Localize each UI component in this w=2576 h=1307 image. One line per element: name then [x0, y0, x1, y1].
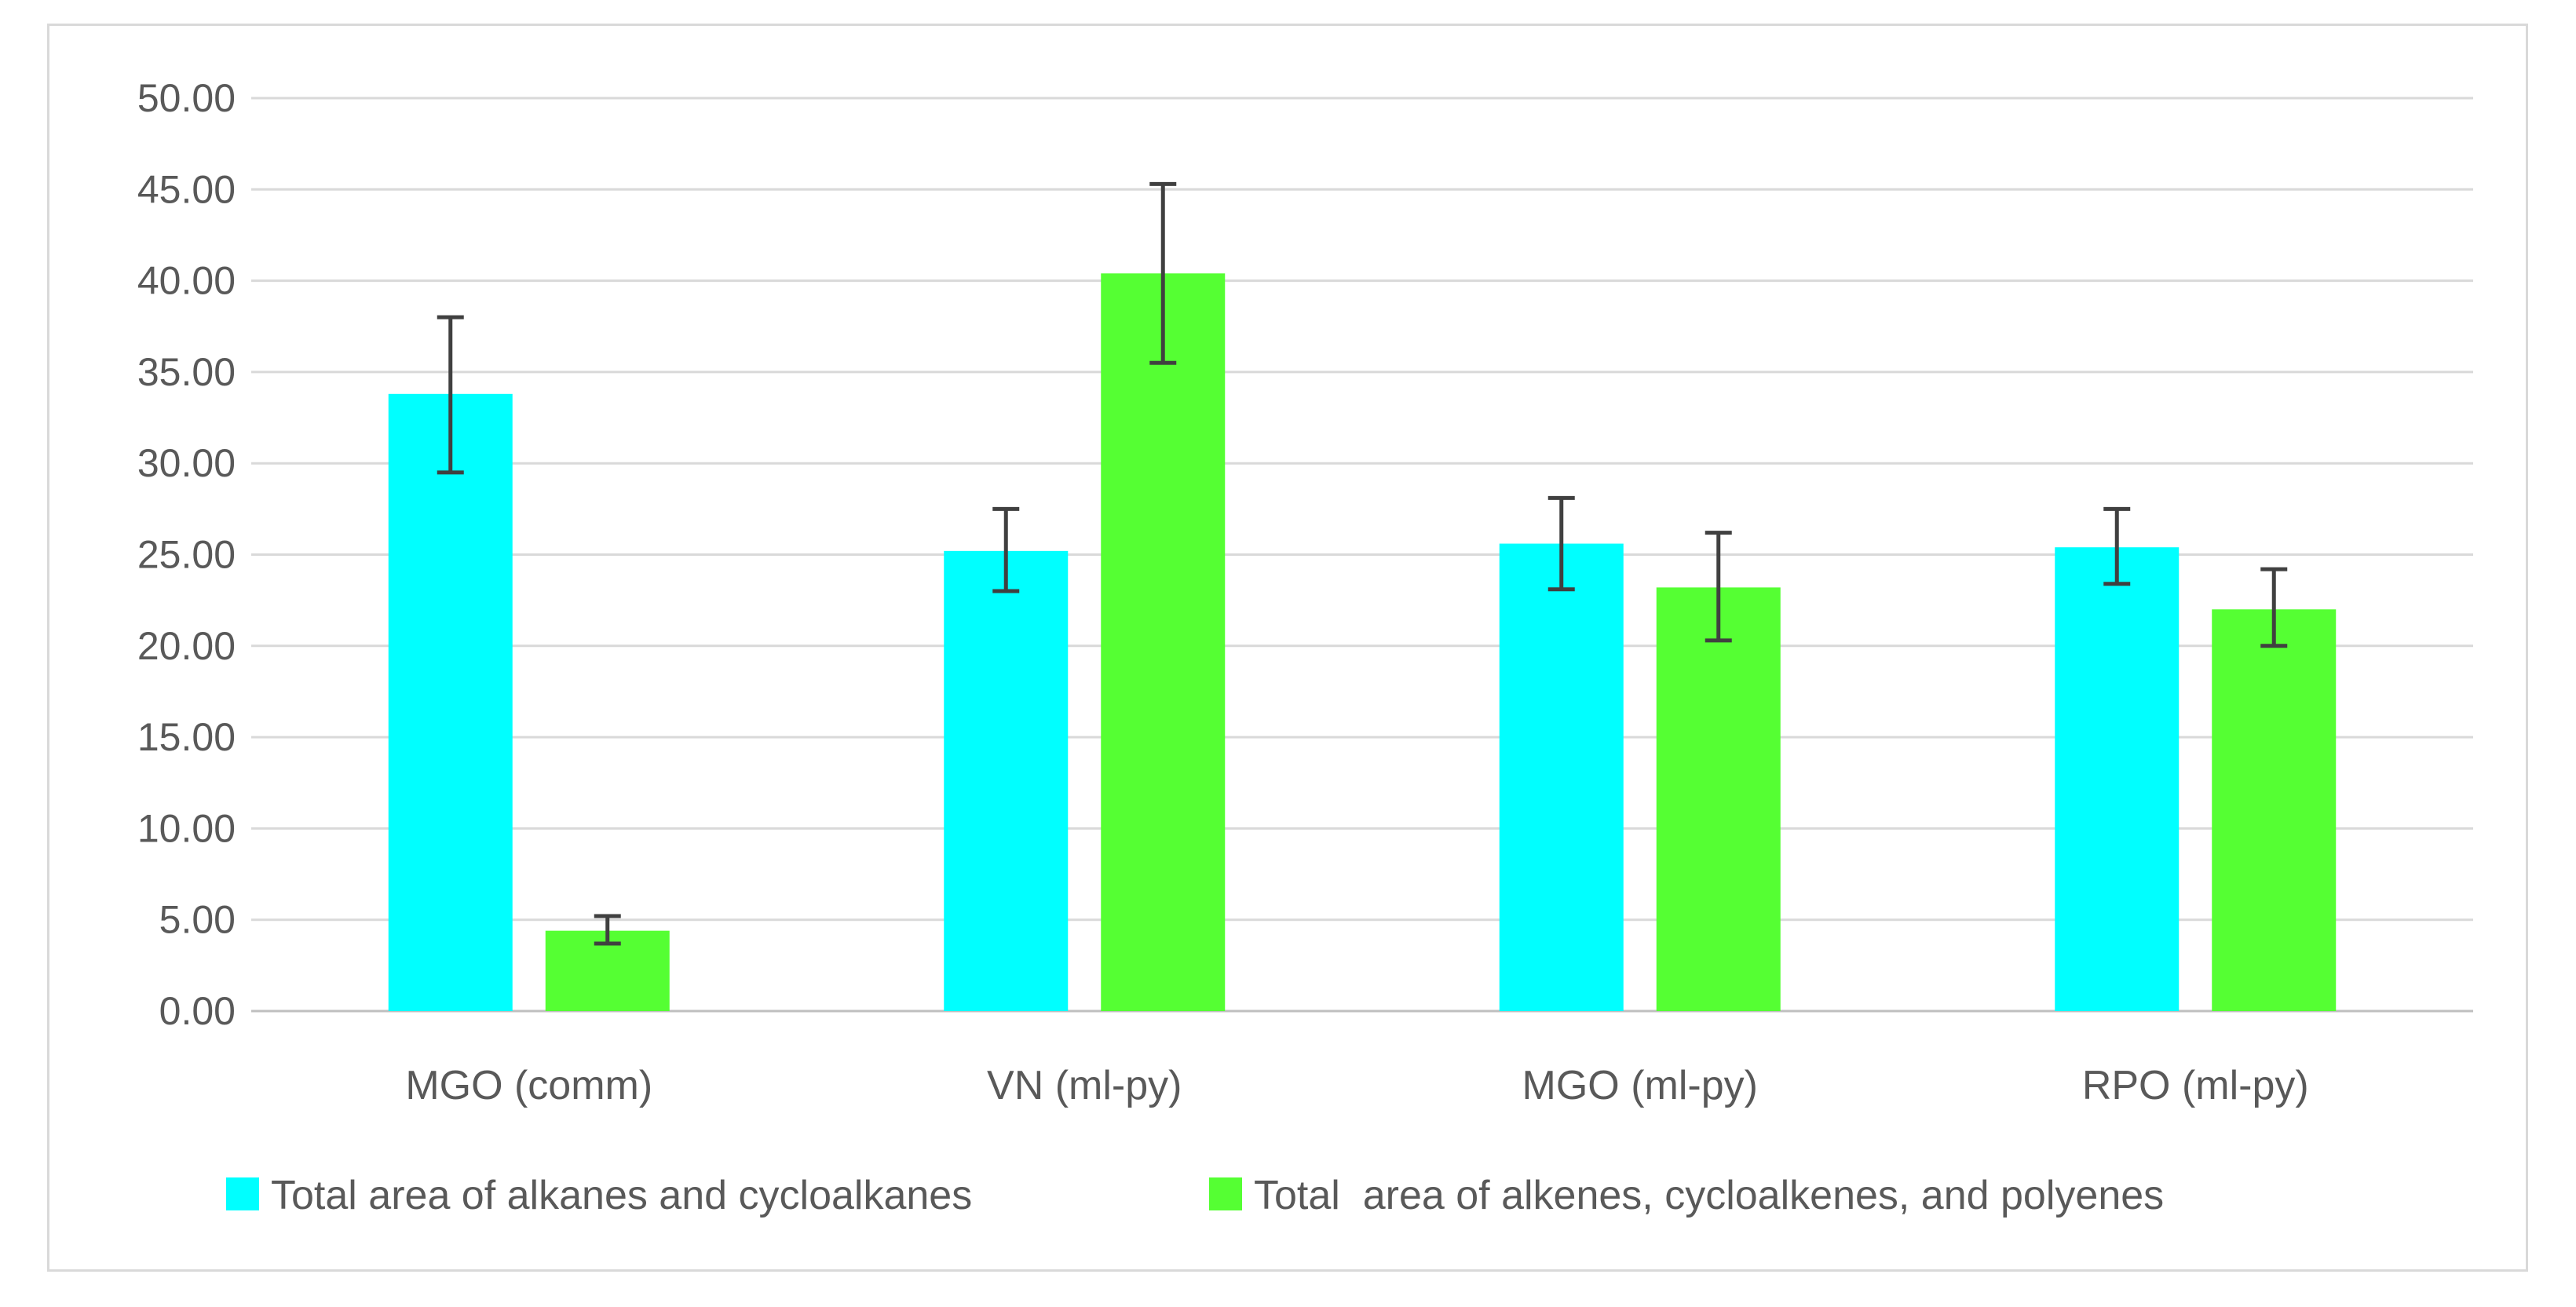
- x-category-label: RPO (ml-py): [2082, 1063, 2309, 1108]
- y-axis-ticks: 0.00 5.00 10.00 15.00 20.00 25.00 30.00 35.00 40…: [137, 76, 236, 1033]
- bar-alkanes-0: [388, 393, 513, 1011]
- y-tick-label: 10.00: [137, 806, 236, 850]
- error-bar-alkanes-0: [437, 315, 464, 475]
- legend-swatch-alkenes: [1209, 1177, 1242, 1210]
- x-category-label: MGO (ml-py): [1522, 1063, 1758, 1108]
- y-tick-label: 5.00: [159, 898, 236, 942]
- legend-label-alkanes: Total area of alkanes and cycloalkanes: [271, 1173, 972, 1218]
- x-axis-categories: MGO (comm) VN (ml-py) MGO (ml-py) RPO (ml-p…: [405, 1063, 2308, 1108]
- bar-alkenes-1: [1101, 273, 1226, 1011]
- error-bar-alkenes-2: [1705, 531, 1732, 643]
- bar-alkanes-3: [2055, 547, 2180, 1011]
- error-bars: [437, 181, 2288, 946]
- y-tick-label: 25.00: [137, 533, 236, 577]
- legend-swatch-alkanes: [226, 1177, 259, 1210]
- bar-alkanes-1: [944, 550, 1069, 1011]
- y-tick-label: 15.00: [137, 715, 236, 759]
- error-bar-alkenes-3: [2260, 567, 2288, 648]
- error-bar-alkenes-0: [594, 914, 621, 946]
- bar-alkanes-2: [1499, 543, 1624, 1011]
- y-tick-label: 30.00: [137, 441, 236, 485]
- error-bar-alkanes-2: [1547, 495, 1575, 592]
- y-tick-label: 35.00: [137, 350, 236, 394]
- bars: [388, 273, 2337, 1011]
- y-tick-label: 0.00: [159, 989, 236, 1033]
- bar-alkenes-2: [1656, 587, 1781, 1011]
- error-bar-alkanes-3: [2103, 506, 2131, 586]
- legend-label-alkenes: Total area of alkenes, cycloalkenes, and…: [1254, 1173, 2164, 1218]
- error-bar-alkenes-1: [1149, 181, 1177, 365]
- y-tick-label: 45.00: [137, 167, 236, 211]
- x-category-label: MGO (comm): [405, 1063, 652, 1108]
- legend: Total area of alkanes and cycloalkanes T…: [226, 1173, 2164, 1218]
- x-category-label: VN (ml-py): [987, 1063, 1182, 1108]
- y-tick-label: 50.00: [137, 76, 236, 120]
- bar-alkenes-3: [2212, 609, 2337, 1011]
- y-tick-label: 40.00: [137, 259, 236, 303]
- error-bar-alkanes-1: [992, 506, 1020, 593]
- y-tick-label: 20.00: [137, 624, 236, 668]
